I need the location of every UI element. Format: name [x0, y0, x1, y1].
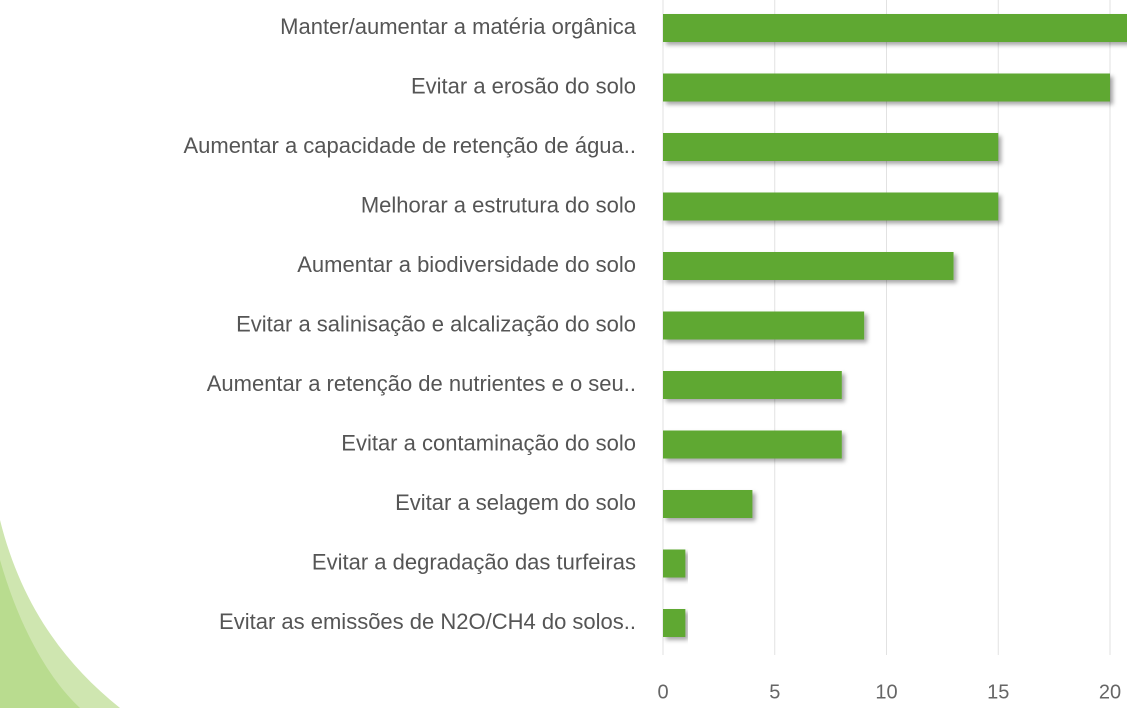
bar — [663, 371, 842, 399]
y-tick-label: Evitar as emissões de N2O/CH4 do solos.. — [219, 609, 636, 634]
bar — [663, 430, 842, 459]
bar — [663, 311, 865, 340]
y-tick-label: Melhorar a estrutura do solo — [361, 192, 636, 217]
y-tick-label: Aumentar a biodiversidade do solo — [297, 252, 636, 277]
bar — [663, 73, 1110, 102]
bar — [663, 133, 999, 161]
bar — [663, 609, 686, 637]
y-tick-label: Evitar a erosão do solo — [411, 73, 636, 98]
y-tick-label: Evitar a degradação das turfeiras — [312, 549, 636, 574]
bar — [663, 490, 753, 518]
bar — [663, 192, 999, 221]
y-tick-label: Evitar a contaminação do solo — [341, 430, 636, 455]
x-tick-label: 20 — [1099, 681, 1121, 703]
x-tick-label: 15 — [987, 681, 1009, 703]
y-tick-label: Manter/aumentar a matéria orgânica — [280, 14, 637, 39]
decoration — [0, 560, 80, 708]
y-tick-label: Evitar a selagem do solo — [395, 490, 636, 515]
y-tick-label: Aumentar a capacidade de retenção de águ… — [183, 133, 636, 158]
bar — [663, 252, 954, 280]
plot-area: 0 5 10 15 20 Manter/aumentar a matéria orgâni… — [183, 0, 1127, 703]
bar — [663, 549, 686, 578]
y-tick-label: Aumentar a retenção de nutrientes e o se… — [207, 371, 636, 396]
y-tick-label: Evitar a salinisação e alcalização do so… — [236, 311, 636, 336]
x-tick-label: 0 — [657, 681, 668, 703]
bar — [663, 14, 1127, 42]
x-tick-label: 5 — [769, 681, 780, 703]
x-tick-label: 10 — [875, 681, 897, 703]
